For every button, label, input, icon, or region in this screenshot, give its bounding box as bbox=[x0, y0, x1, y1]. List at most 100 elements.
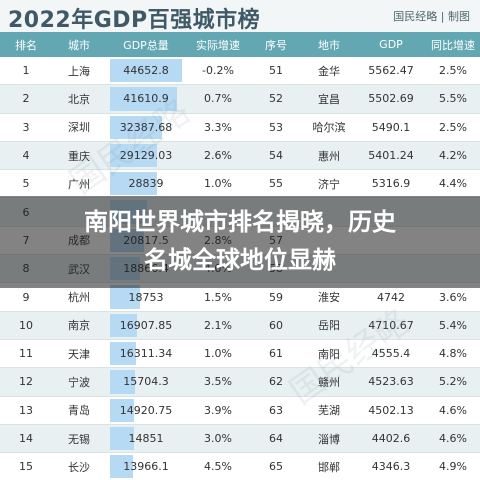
gdp-bar bbox=[110, 370, 136, 394]
seq-cell: 63 bbox=[269, 403, 283, 417]
rank-cell: 9 bbox=[22, 290, 30, 304]
rank-cell: 5 bbox=[22, 177, 30, 191]
city2-cell: 金华 bbox=[318, 64, 340, 78]
growth-cell: 3.9% bbox=[204, 403, 232, 417]
growth-cell: 1.0% bbox=[204, 177, 232, 191]
growth2-cell: 4.6% bbox=[439, 403, 467, 417]
rank-cell: 14 bbox=[19, 432, 33, 445]
gdp-total-cell: 18753 bbox=[128, 290, 164, 304]
gdp-total-cell: 14920.75 bbox=[119, 403, 173, 417]
headline-banner bbox=[0, 196, 480, 288]
growth-cell: 0.7% bbox=[204, 92, 232, 106]
table-row: 3 深圳 32387.68 3.3% 53 哈尔滨 5490.1 2.5% bbox=[0, 113, 480, 142]
gdp-total-cell: 32387.68 bbox=[119, 120, 173, 134]
column-header-city: 城市 bbox=[68, 38, 90, 52]
column-header-gdp-total: GDP总量 bbox=[123, 38, 169, 52]
growth2-cell: 2.5% bbox=[439, 120, 467, 134]
city-cell: 广州 bbox=[68, 177, 90, 191]
gdp-total-cell: 14851 bbox=[128, 432, 164, 445]
headline-line-1: 南阳世界城市排名揭晓，历史 bbox=[84, 208, 396, 236]
growth2-cell: 3.6% bbox=[439, 290, 467, 304]
rank-cell: 13 bbox=[19, 403, 33, 417]
growth-cell: -0.2% bbox=[202, 64, 234, 78]
growth2-cell: 4.4% bbox=[439, 177, 467, 191]
growth-cell: 1.5% bbox=[204, 290, 232, 304]
growth-cell: 3.3% bbox=[204, 120, 232, 134]
gdp-total-cell: 44652.8 bbox=[123, 64, 169, 78]
column-header-growth2: 同比增速 bbox=[431, 38, 475, 52]
gdp-total-cell: 41610.9 bbox=[123, 92, 169, 106]
table-row: 10 南京 16907.85 2.1% 60 岳阳 4710.67 5.4% bbox=[0, 311, 480, 340]
gdp-total-cell: 16907.85 bbox=[119, 318, 173, 332]
growth2-cell: 4.8% bbox=[439, 347, 467, 361]
gdp-bar bbox=[110, 285, 141, 309]
table-row: 1 上海 44652.8 -0.2% 51 金华 5562.47 2.5% bbox=[0, 57, 480, 86]
gdp-bar bbox=[110, 59, 182, 83]
growth2-cell: 4.9% bbox=[439, 460, 467, 474]
gdp-cell: 4523.63 bbox=[368, 375, 414, 389]
headline-text: 南阳世界城市排名揭晓，历史 名城全球地位显赫 bbox=[0, 203, 480, 279]
city2-cell: 南阳 bbox=[318, 347, 340, 361]
growth-cell: 3.5% bbox=[204, 375, 232, 389]
city-cell: 南京 bbox=[68, 319, 90, 333]
gdp-total-cell: 13966.1 bbox=[123, 460, 169, 474]
column-header-rank: 排名 bbox=[15, 38, 37, 52]
city2-cell: 哈尔滨 bbox=[312, 121, 346, 135]
city2-cell: 芜湖 bbox=[318, 404, 340, 418]
table-row: 4 重庆 29129.03 2.6% 54 惠州 5401.24 4.2% bbox=[0, 141, 480, 171]
column-header-city2: 地市 bbox=[318, 38, 340, 52]
gdp-total-cell: 28839 bbox=[128, 177, 164, 191]
gdp-bar bbox=[110, 426, 134, 451]
growth2-cell: 5.2% bbox=[439, 375, 467, 389]
seq-cell: 65 bbox=[269, 460, 283, 474]
growth2-cell: 5.4% bbox=[439, 318, 467, 332]
city-cell: 青岛 bbox=[68, 404, 90, 418]
city2-cell: 邯郸 bbox=[318, 460, 340, 474]
gdp-cell: 4402.6 bbox=[371, 432, 411, 445]
gdp-cell: 5490.1 bbox=[371, 120, 411, 134]
seq-cell: 51 bbox=[269, 64, 283, 78]
seq-cell: 52 bbox=[269, 92, 283, 106]
seq-cell: 59 bbox=[269, 290, 283, 304]
gdp-bar bbox=[110, 87, 178, 111]
source-credit: 国民经略 | 制图 bbox=[393, 10, 470, 23]
growth-cell: 2.1% bbox=[204, 318, 232, 332]
gdp-bar bbox=[110, 398, 135, 422]
gdp-cell: 5502.69 bbox=[368, 92, 414, 106]
rank-cell: 4 bbox=[22, 149, 30, 163]
gdp-cell: 5562.47 bbox=[368, 64, 414, 78]
seq-cell: 61 bbox=[269, 347, 283, 361]
rank-cell: 11 bbox=[19, 347, 33, 361]
city2-cell: 淄博 bbox=[318, 432, 340, 446]
column-header-seq: 序号 bbox=[265, 38, 287, 52]
seq-cell: 55 bbox=[269, 177, 283, 191]
growth-cell: 3.0% bbox=[204, 432, 232, 445]
table-row: 9 杭州 18753 1.5% 59 淮安 4742 3.6% bbox=[0, 283, 480, 312]
city2-cell: 赣州 bbox=[318, 375, 340, 389]
growth-cell: 1.0% bbox=[204, 347, 232, 361]
table-row: 15 长沙 13966.1 4.5% 65 邯郸 4346.3 4.9% bbox=[0, 453, 480, 480]
headline-line-2: 名城全球地位显赫 bbox=[144, 246, 336, 274]
rank-cell: 2 bbox=[22, 92, 30, 106]
growth2-cell: 4.2% bbox=[439, 149, 467, 163]
city2-cell: 岳阳 bbox=[318, 319, 340, 333]
seq-cell: 60 bbox=[269, 318, 283, 332]
growth-cell: 2.6% bbox=[204, 149, 232, 163]
city-cell: 宁波 bbox=[68, 375, 90, 389]
gdp-cell: 4710.67 bbox=[368, 318, 414, 332]
seq-cell: 64 bbox=[269, 432, 283, 445]
seq-cell: 62 bbox=[269, 375, 283, 389]
gdp-cell: 5316.9 bbox=[371, 177, 411, 191]
city2-cell: 济宁 bbox=[318, 177, 340, 191]
city-cell: 杭州 bbox=[68, 291, 90, 305]
growth2-cell: 2.5% bbox=[439, 64, 467, 78]
growth2-cell: 5.5% bbox=[439, 92, 467, 106]
column-header-gdp: GDP bbox=[379, 38, 403, 51]
city2-cell: 惠州 bbox=[318, 149, 340, 163]
rank-cell: 3 bbox=[22, 120, 30, 134]
table-row: 14 无锡 14851 3.0% 64 淄博 4402.6 4.6% bbox=[0, 424, 480, 454]
page-title: 2022年GDP百强城市榜 bbox=[8, 8, 261, 33]
gdp-bar bbox=[110, 455, 133, 479]
city-cell: 无锡 bbox=[68, 432, 90, 446]
gdp-total-cell: 16311.34 bbox=[119, 347, 173, 361]
